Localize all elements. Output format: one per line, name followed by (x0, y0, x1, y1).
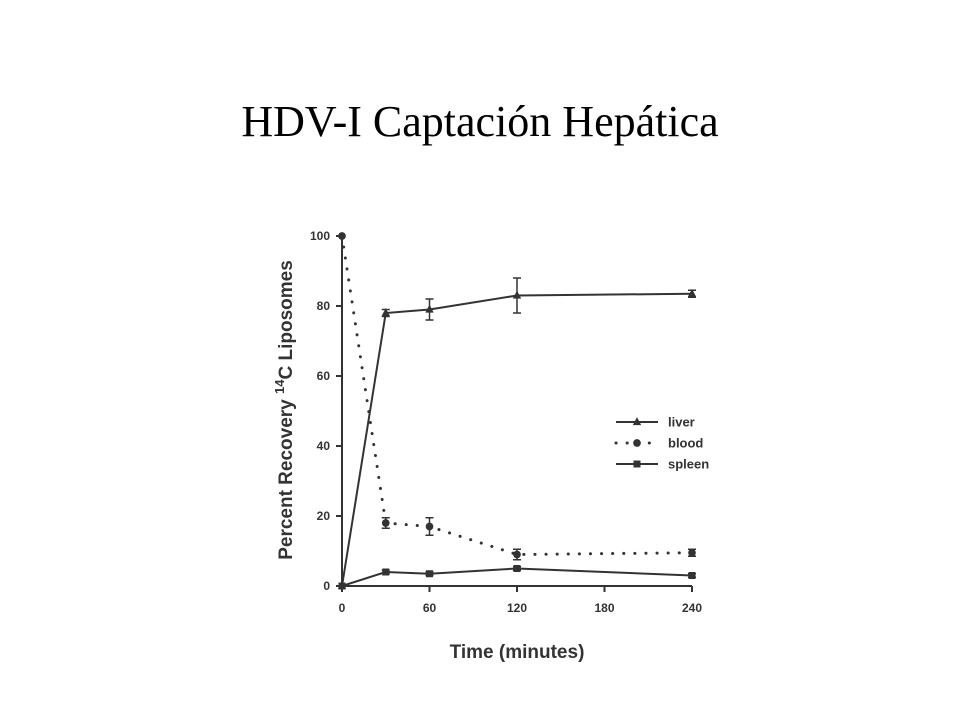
legend-label: liver (668, 415, 695, 430)
triangle-marker (381, 308, 390, 317)
legend: liver blood spleen (614, 415, 709, 472)
y-tick-label: 40 (317, 439, 331, 453)
series-blood (338, 232, 696, 561)
y-axis-title-superscript: 14 (272, 379, 287, 394)
x-axis-title: Time (minutes) (450, 642, 585, 663)
series-liver (337, 277, 697, 590)
y-axis-title: Percent Recovery 14C Liposomes (272, 260, 297, 560)
circle-marker (425, 522, 434, 531)
series-layer (337, 232, 697, 590)
triangle-marker (425, 304, 434, 313)
square-marker (338, 582, 346, 590)
circle-marker (381, 519, 390, 527)
y-tick-label: 0 (323, 579, 330, 593)
y-axis-title-prefix: Percent Recovery (276, 394, 297, 560)
legend-item-spleen: spleen (616, 457, 709, 472)
legend-item-liver: liver (616, 415, 695, 430)
circle-marker (513, 550, 521, 559)
square-marker (513, 565, 521, 572)
recovery-chart: 0 20 40 60 80 100 0 60 120 180 240 Time (minutes)… (272, 229, 709, 663)
square-marker (382, 568, 390, 576)
square-marker (633, 460, 641, 468)
series-spleen (338, 565, 696, 590)
x-tick-label: 120 (507, 601, 527, 615)
x-tick-label: 0 (339, 601, 346, 615)
square-marker (688, 572, 696, 579)
circle-marker (688, 548, 696, 557)
y-tick-label: 80 (317, 299, 331, 313)
x-tick-label: 180 (594, 601, 614, 615)
square-marker (426, 570, 433, 578)
x-ticks: 0 60 120 180 240 (339, 586, 702, 615)
legend-label: spleen (668, 457, 709, 472)
x-tick-label: 240 (682, 601, 702, 615)
triangle-marker (632, 417, 642, 426)
triangle-marker (512, 290, 522, 299)
slide-title: HDV-I Captación Hepática (241, 97, 719, 146)
y-ticks: 0 20 40 60 80 100 (310, 229, 342, 593)
y-axis-title-suffix: C Liposomes (276, 260, 297, 379)
circle-marker (338, 232, 346, 240)
y-tick-label: 60 (317, 369, 331, 383)
legend-item-blood: blood (614, 436, 703, 451)
series-line-liver (341, 292, 693, 587)
x-tick-label: 60 (423, 601, 437, 615)
y-tick-label: 100 (310, 229, 330, 243)
legend-label: blood (668, 436, 703, 451)
triangle-marker (687, 288, 697, 297)
y-tick-label: 20 (317, 509, 331, 523)
circle-marker (633, 439, 641, 447)
